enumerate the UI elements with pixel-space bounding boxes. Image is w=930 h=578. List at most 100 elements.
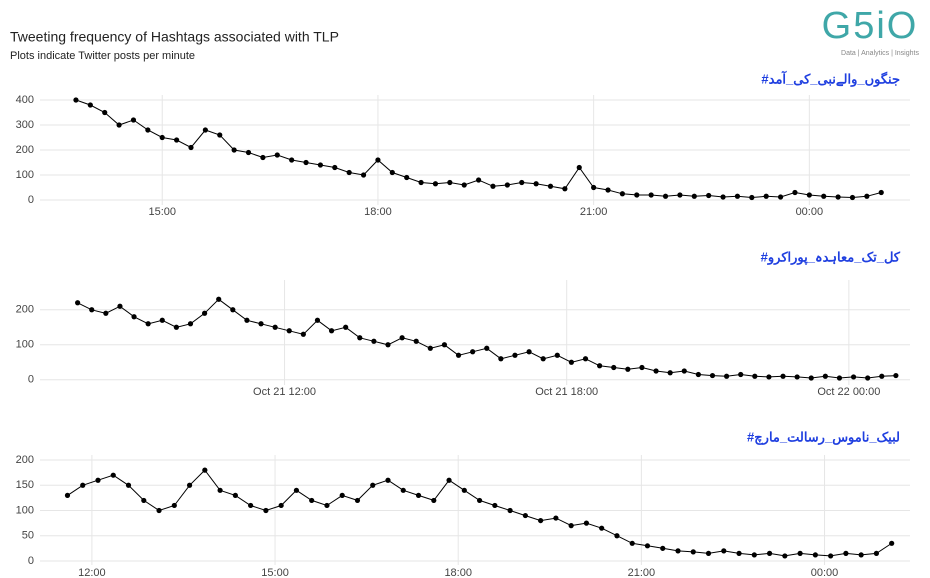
y-tick-label: 200 — [16, 144, 34, 156]
data-line — [75, 99, 882, 199]
data-point — [360, 172, 367, 178]
data-point — [470, 349, 476, 355]
data-point — [763, 193, 769, 199]
y-tick-label: 50 — [22, 530, 34, 542]
data-point — [389, 169, 395, 176]
data-point — [245, 149, 252, 156]
data-point — [346, 169, 352, 176]
data-point — [278, 502, 284, 509]
data-point — [554, 352, 560, 358]
data-point — [413, 338, 419, 344]
x-tick-label: Oct 21 12:00 — [253, 386, 316, 398]
data-point — [484, 345, 490, 351]
x-tick-label: 00:00 — [796, 206, 824, 218]
data-point — [357, 335, 363, 341]
panel-title: #لبیک_ناموس_رسالت_مارچ — [747, 429, 900, 445]
data-point — [156, 507, 162, 514]
data-point — [102, 109, 108, 116]
data-point — [812, 552, 818, 558]
data-point — [893, 372, 899, 379]
data-point — [232, 492, 238, 498]
data-point — [130, 117, 137, 123]
data-point — [568, 523, 574, 529]
data-point — [850, 374, 857, 380]
data-point — [879, 373, 885, 379]
data-point — [864, 193, 870, 199]
data-point — [217, 487, 223, 493]
data-point — [187, 321, 194, 327]
data-point — [116, 122, 122, 128]
data-point — [274, 152, 280, 158]
data-point — [498, 356, 504, 362]
data-point — [117, 303, 123, 309]
x-tick-label: Oct 22 00:00 — [817, 386, 880, 398]
y-tick-label: 0 — [28, 555, 34, 567]
data-point — [662, 193, 669, 199]
panel-title: #جنگوں_والےنبی_کی_آمد — [761, 70, 900, 87]
data-point — [455, 352, 462, 358]
y-tick-label: 200 — [16, 304, 34, 316]
data-point — [634, 192, 640, 198]
data-point — [475, 177, 482, 183]
y-tick-label: 400 — [16, 94, 34, 106]
data-point — [145, 127, 151, 133]
data-point — [614, 533, 620, 539]
data-point — [230, 307, 236, 313]
x-tick-label: 18:00 — [444, 567, 472, 578]
data-point — [858, 552, 864, 558]
data-point — [201, 310, 208, 316]
data-point — [300, 331, 306, 337]
data-point — [248, 502, 254, 509]
data-point — [95, 477, 101, 483]
data-point — [404, 174, 410, 181]
data-point — [188, 144, 194, 151]
data-point — [865, 375, 871, 381]
y-tick-label: 300 — [16, 119, 34, 131]
data-point — [835, 194, 841, 200]
data-point — [629, 540, 635, 546]
data-point — [476, 497, 483, 504]
data-point — [780, 373, 786, 379]
data-point — [512, 352, 518, 358]
data-point — [110, 472, 116, 478]
x-tick-label: 12:00 — [78, 567, 106, 578]
chart-title: Tweeting frequency of Hashtags associate… — [10, 29, 339, 45]
data-point — [174, 137, 180, 143]
data-point — [806, 192, 812, 198]
data-point — [667, 370, 673, 376]
data-point — [385, 477, 391, 483]
x-tick-label: 21:00 — [580, 206, 608, 218]
data-point — [314, 317, 321, 323]
data-point — [343, 324, 349, 330]
data-point — [431, 497, 437, 504]
data-line — [67, 469, 892, 557]
data-point — [547, 183, 554, 189]
panel-title: #کل_تک_معاہدہ_پوراکرو — [761, 249, 901, 265]
data-point — [141, 497, 147, 504]
data-point — [186, 482, 193, 488]
data-point — [878, 189, 884, 196]
data-point — [80, 482, 86, 488]
data-point — [354, 497, 361, 504]
data-point — [843, 550, 849, 556]
data-point — [873, 550, 880, 556]
data-point — [328, 328, 335, 334]
data-point — [202, 467, 208, 473]
data-point — [568, 359, 575, 365]
data-point — [591, 184, 597, 191]
data-point — [721, 548, 727, 554]
data-point — [553, 515, 559, 521]
data-point — [828, 553, 834, 559]
data-point — [540, 356, 546, 362]
data-point — [125, 482, 132, 488]
data-point — [736, 550, 742, 556]
data-point — [432, 181, 439, 187]
data-point — [734, 193, 741, 199]
data-point — [792, 189, 798, 196]
data-point — [821, 193, 827, 199]
data-point — [720, 194, 726, 200]
data-point — [272, 324, 278, 330]
data-point — [619, 191, 625, 197]
data-point — [653, 368, 659, 374]
y-tick-label: 100 — [16, 504, 34, 516]
